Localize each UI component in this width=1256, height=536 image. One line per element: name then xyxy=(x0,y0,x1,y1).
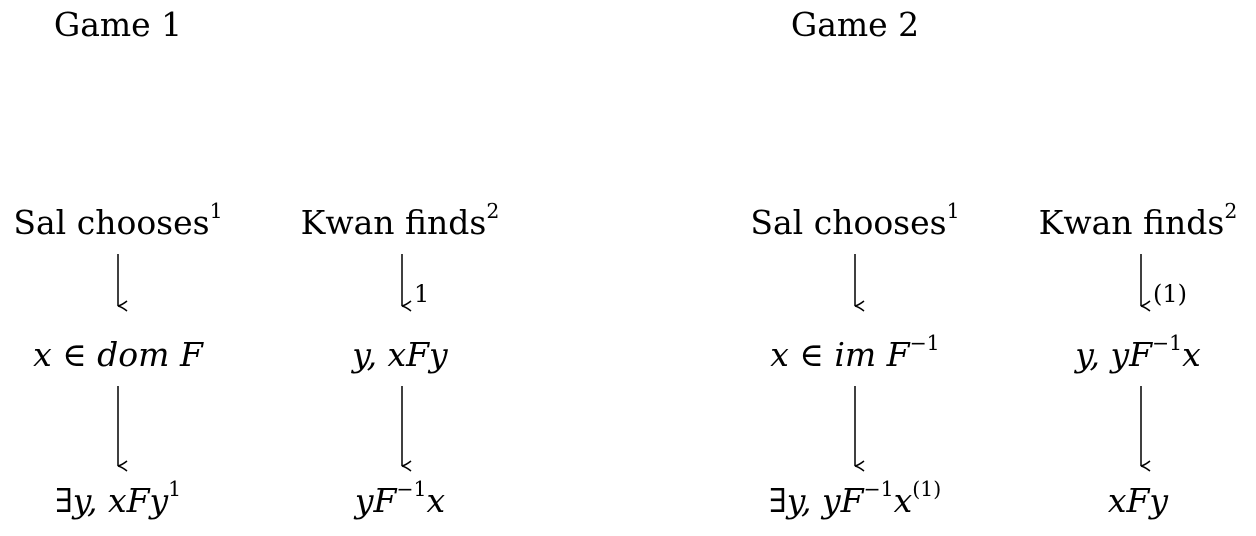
game2-title: Game 2 xyxy=(790,5,920,44)
game2-sal-node2-sup2: (1) xyxy=(912,477,942,502)
game1-kwan-header-text: Kwan finds xyxy=(300,203,487,242)
game2-sal-node1-sup: −1 xyxy=(909,331,940,356)
game1-kwan-node2-post: x xyxy=(426,481,446,520)
game1-sal-node1: x ∈ dom F xyxy=(33,335,203,374)
game1-sal-header: Sal chooses1 xyxy=(13,201,222,242)
game1-sal-header-text: Sal chooses xyxy=(13,203,210,242)
game2-sal-header-text: Sal chooses xyxy=(750,203,947,242)
game2-sal-node1: x ∈ im F−1 xyxy=(770,333,939,374)
game2-sal-node1-pre: x ∈ im F xyxy=(770,335,910,374)
game1-kwan-node2-sup: −1 xyxy=(396,477,427,502)
game1-sal-node2-text: ∃y, xFy xyxy=(54,481,169,520)
game2-sal-node2: ∃y, yF−1x(1) xyxy=(768,479,941,520)
game1-kwan-node2-pre: yF xyxy=(354,481,397,520)
game1-kwan-header-sup: 2 xyxy=(486,199,500,224)
game2-kwan-node1-pre: y, yF xyxy=(1075,335,1153,374)
game1-title: Game 1 xyxy=(53,5,183,44)
game1-kwan-header: Kwan finds2 xyxy=(300,201,500,242)
game2-kwan-arrow-label: (1) xyxy=(1153,280,1187,308)
game1-sal-node2-sup: 1 xyxy=(168,477,182,502)
game2-kwan-node1-sup: −1 xyxy=(1152,331,1183,356)
game1-kwan-node2: yF−1x xyxy=(354,479,446,520)
game1-sal-node2: ∃y, xFy1 xyxy=(54,479,181,520)
game2-sal-node2-pre: ∃y, yF xyxy=(768,481,864,520)
game2-kwan-node1: y, yF−1x xyxy=(1075,333,1201,374)
game2-kwan-header-sup: 2 xyxy=(1224,199,1238,224)
game2-kwan-node2: xFy xyxy=(1107,481,1169,520)
game1-kwan-node1: y, xFy xyxy=(352,335,448,374)
game2-sal-node2-sup: −1 xyxy=(863,477,894,502)
game1-kwan-arrow-label: 1 xyxy=(414,280,430,308)
game2-kwan-header-text: Kwan finds xyxy=(1038,203,1225,242)
game2-kwan-node1-post: x xyxy=(1182,335,1201,374)
game2-sal-header: Sal chooses1 xyxy=(750,201,959,242)
game2-kwan-header: Kwan finds2 xyxy=(1038,201,1238,242)
game2-sal-header-sup: 1 xyxy=(946,199,960,224)
game1-sal-header-sup: 1 xyxy=(209,199,223,224)
game2-sal-node2-mid: x xyxy=(893,481,913,520)
